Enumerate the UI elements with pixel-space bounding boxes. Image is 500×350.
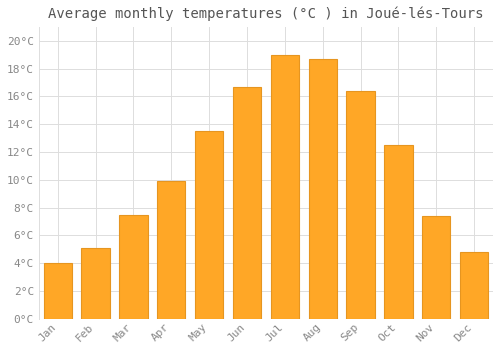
Bar	[346, 91, 375, 319]
Bar	[460, 252, 488, 319]
Bar	[422, 216, 450, 319]
Bar	[270, 55, 299, 319]
Bar	[233, 86, 261, 319]
Bar	[195, 131, 224, 319]
Bar	[82, 248, 110, 319]
Bar	[157, 181, 186, 319]
Bar	[308, 59, 337, 319]
Bar	[44, 263, 72, 319]
Title: Average monthly temperatures (°C ) in Joué-lés-Tours: Average monthly temperatures (°C ) in Jo…	[48, 7, 484, 21]
Bar	[384, 145, 412, 319]
Bar	[119, 215, 148, 319]
